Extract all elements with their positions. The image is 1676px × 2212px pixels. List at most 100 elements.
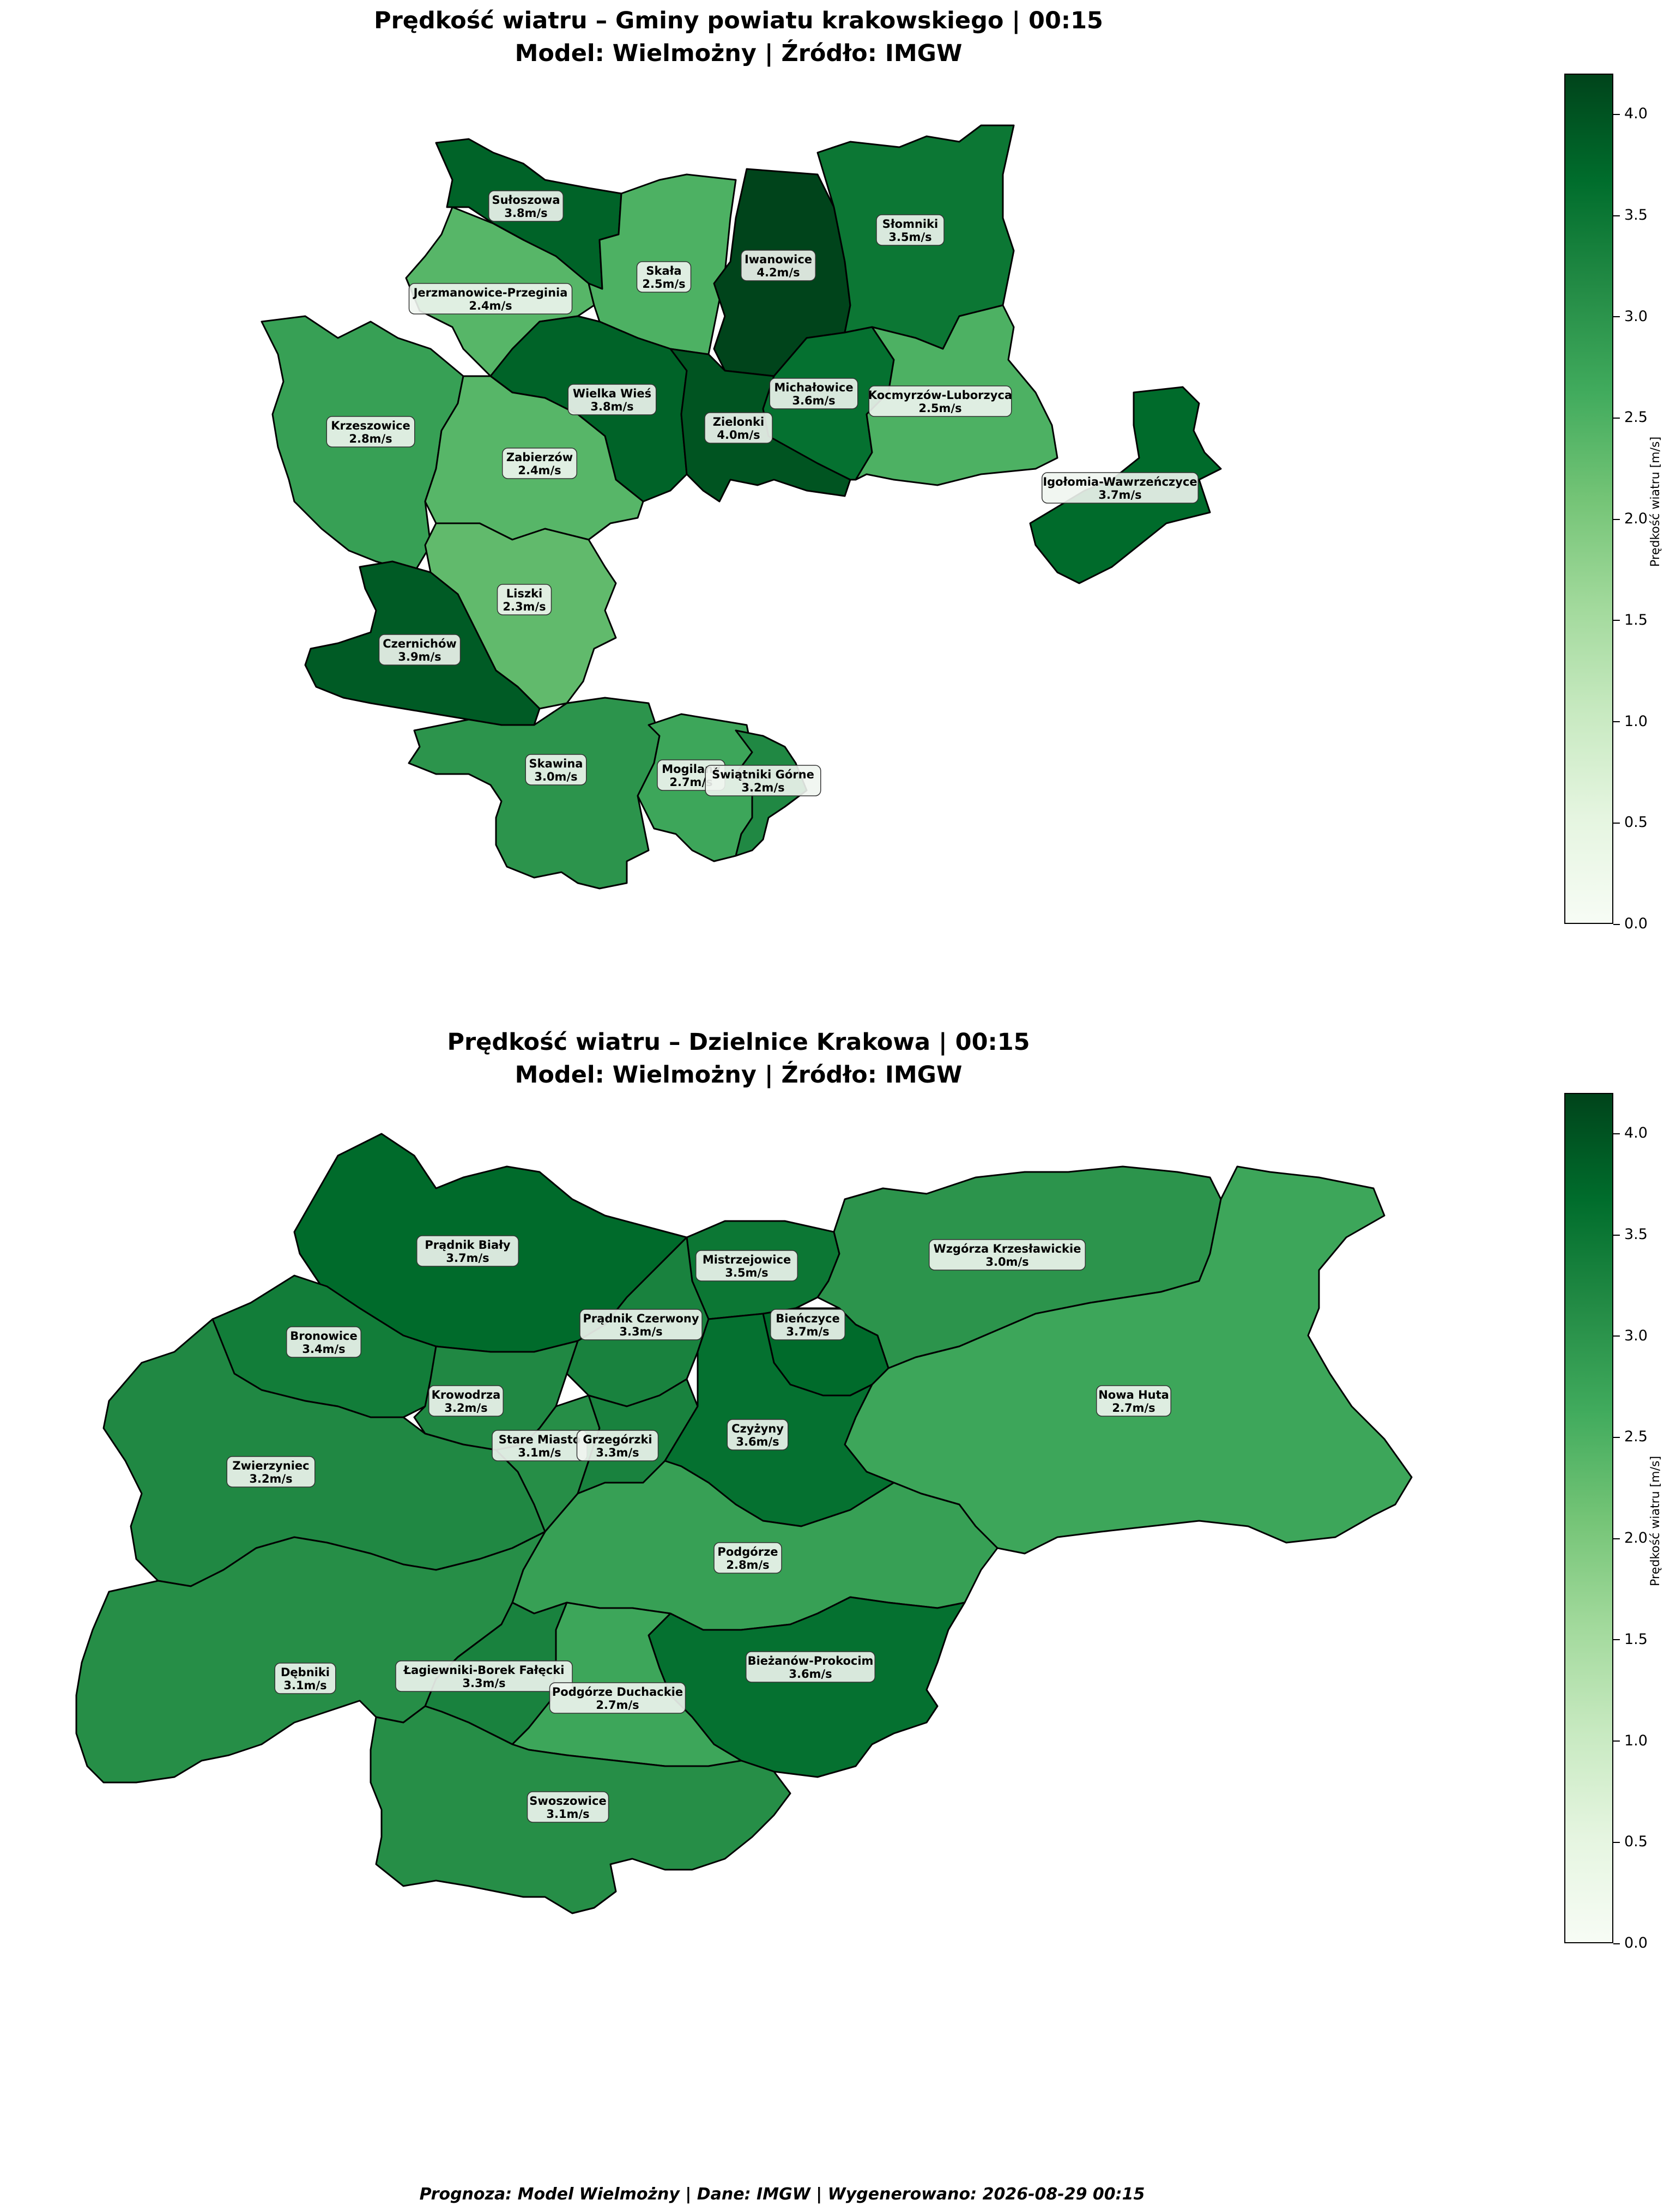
colorbar-tick: 2.0 xyxy=(1613,1530,1648,1546)
region-label-name: Nowa Huta xyxy=(1098,1388,1169,1401)
region-label-name: Bieżanów-Prokocim xyxy=(748,1654,874,1667)
colorbar-tick: 0.0 xyxy=(1613,1935,1648,1951)
colorbar-tick: 1.0 xyxy=(1613,1732,1648,1749)
region-label-name: Jerzmanowice-Przeginia xyxy=(413,286,568,299)
region-label-value: 2.4m/s xyxy=(469,299,512,312)
region-label-name: Dębniki xyxy=(281,1666,330,1679)
region-label-box xyxy=(746,1651,875,1683)
region-label-value: 3.3m/s xyxy=(462,1677,505,1690)
map2-colorbar xyxy=(1564,1093,1613,1943)
region-label-value: 3.9m/s xyxy=(398,650,441,663)
map2-title-line2: Model: Wielmożny | Źródło: IMGW xyxy=(515,1061,963,1089)
region-label-value: 2.8m/s xyxy=(349,432,392,445)
region-label-name: Mistrzejowice xyxy=(703,1253,791,1266)
region-label-name: Podgórze Duchackie xyxy=(552,1685,683,1699)
region-label-value: 3.2m/s xyxy=(444,1401,487,1415)
region-label-box xyxy=(378,634,461,666)
map1-colorbar-ticks: 0.0 0.5 1.0 1.5 2.0 2.5 3.0 3.5 4.0 xyxy=(1613,74,1673,932)
region-label-value: 3.2m/s xyxy=(249,1472,292,1485)
region-label-name: Stare Miasto xyxy=(499,1433,580,1446)
region-label-name: Krzeszowice xyxy=(331,419,410,432)
colorbar-tick: 3.5 xyxy=(1613,207,1648,223)
region-label-name: Zielonki xyxy=(713,415,764,428)
region-label-name: Sułoszowa xyxy=(492,194,560,207)
map1-title-line2: Model: Wielmożny | Źródło: IMGW xyxy=(515,40,963,67)
region-label-name: Łagiewniki-Borek Fałęcki xyxy=(403,1664,565,1677)
colorbar-tick: 3.0 xyxy=(1613,1327,1648,1344)
region-label-name: Czernichów xyxy=(383,637,457,650)
region-label-value: 3.0m/s xyxy=(534,770,577,783)
colorbar-tick: 4.0 xyxy=(1613,106,1648,122)
region-label-box xyxy=(579,1309,703,1340)
region-label-name: Iwanowice xyxy=(745,253,812,266)
region-label-value: 3.7m/s xyxy=(1098,488,1141,501)
region-label-name: Wielka Wieś xyxy=(573,387,651,400)
region-label-box xyxy=(929,1239,1086,1271)
region-label-box xyxy=(770,1309,845,1340)
region-label-name: Świątniki Górne xyxy=(712,767,814,781)
region-label-box xyxy=(1042,472,1199,504)
map1-title-line1: Prędkość wiatru – Gminy powiatu krakowsk… xyxy=(374,7,1103,34)
region-label-value: 3.6m/s xyxy=(736,1435,779,1448)
region-label-value: 4.0m/s xyxy=(717,428,760,442)
region-label-box xyxy=(705,765,821,796)
region-skawina[interactable] xyxy=(408,697,661,890)
region-label-name: Prądnik Biały xyxy=(425,1238,511,1252)
colorbar-tick: 2.5 xyxy=(1613,409,1648,426)
region-label-name: Krowodrza xyxy=(432,1388,501,1401)
region-label-value: 3.3m/s xyxy=(596,1446,639,1459)
region-label-value: 3.6m/s xyxy=(792,394,835,407)
region-label-value: 3.5m/s xyxy=(888,231,931,244)
region-label-box xyxy=(741,250,816,281)
colorbar-tick: 2.5 xyxy=(1613,1429,1648,1445)
region-label-value: 3.8m/s xyxy=(504,207,547,220)
colorbar-tick: 0.5 xyxy=(1613,1834,1648,1850)
region-label-name: Bieńczyce xyxy=(776,1312,839,1325)
region-label-box xyxy=(274,1663,336,1694)
region-label-name: Kocmyrzów-Luborzyca xyxy=(868,389,1012,402)
region-label-value: 2.4m/s xyxy=(518,464,561,477)
region-label-name: Zabierzów xyxy=(506,451,573,464)
region-label-name: Liszki xyxy=(506,587,542,600)
footer-note: Prognoza: Model Wielmożny | Dane: IMGW |… xyxy=(419,2185,1145,2204)
region-label-value: 3.8m/s xyxy=(590,400,633,413)
region-label-value: 3.5m/s xyxy=(725,1266,768,1279)
region-label-name: Grzegórzki xyxy=(583,1433,652,1446)
region-label-box xyxy=(286,1326,361,1358)
region-label-name: Wzgórza Krzesławickie xyxy=(934,1242,1081,1255)
region-label-box xyxy=(876,214,945,246)
region-label-value: 3.7m/s xyxy=(786,1325,829,1338)
region-label-box xyxy=(567,384,657,415)
region-label-box xyxy=(1096,1385,1171,1417)
colorbar-tick: 3.5 xyxy=(1613,1226,1648,1243)
colorbar-tick: 4.0 xyxy=(1613,1125,1648,1141)
colorbar-tick: 3.0 xyxy=(1613,308,1648,325)
region-label-value: 3.4m/s xyxy=(302,1343,345,1356)
region-label-box xyxy=(408,283,573,315)
region-label-value: 2.8m/s xyxy=(726,1558,769,1572)
region-label-value: 4.2m/s xyxy=(757,266,800,279)
region-label-box xyxy=(695,1250,798,1282)
region-label-value: 3.6m/s xyxy=(789,1667,832,1681)
region-label-name: Bronowice xyxy=(290,1329,357,1343)
